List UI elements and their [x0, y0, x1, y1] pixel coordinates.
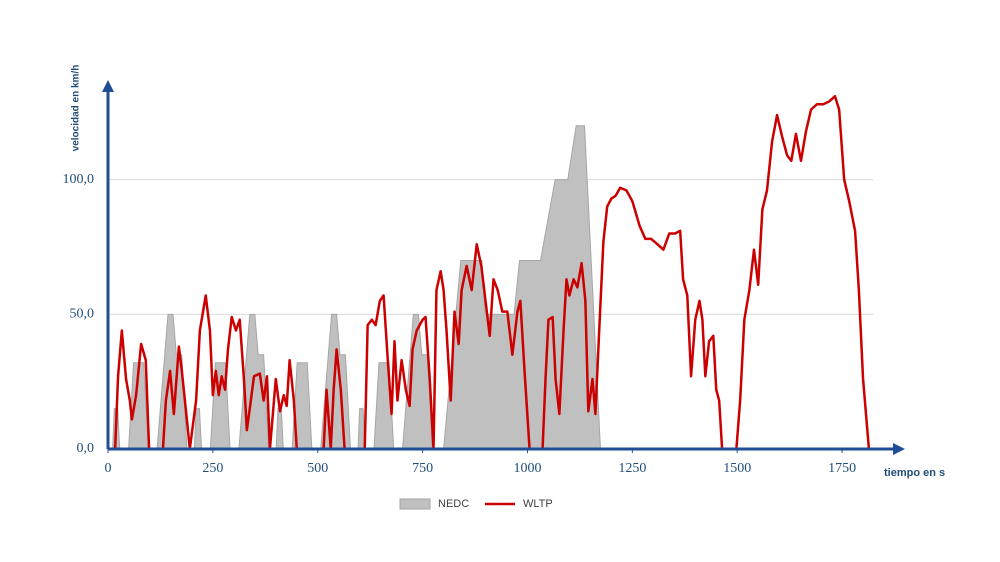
x-tick-label: 500	[307, 461, 328, 476]
x-axis-label: tiempo en s	[884, 467, 945, 479]
legend-label: NEDC	[438, 498, 469, 510]
legend: NEDC WLTP	[399, 498, 553, 510]
x-tick-label: 750	[412, 461, 433, 476]
y-tick-label: 50,0	[70, 307, 95, 322]
x-tick-label: 0	[105, 461, 112, 476]
y-tick-label: 0,0	[77, 441, 95, 456]
x-tick-label: 1500	[723, 461, 751, 476]
x-tick-label: 1750	[828, 461, 856, 476]
nedc-area	[108, 125, 603, 450]
legend-swatch	[399, 498, 431, 510]
x-axis-arrow	[893, 443, 905, 455]
x-tick-label: 1250	[618, 461, 646, 476]
y-axis-label: velocidad en km/h	[71, 65, 82, 152]
y-axis-arrow	[102, 80, 114, 92]
x-tick-label: 1000	[513, 461, 541, 476]
legend-label: WLTP	[523, 498, 553, 510]
y-tick-label: 100,0	[63, 172, 95, 187]
x-tick-label: 250	[202, 461, 223, 476]
